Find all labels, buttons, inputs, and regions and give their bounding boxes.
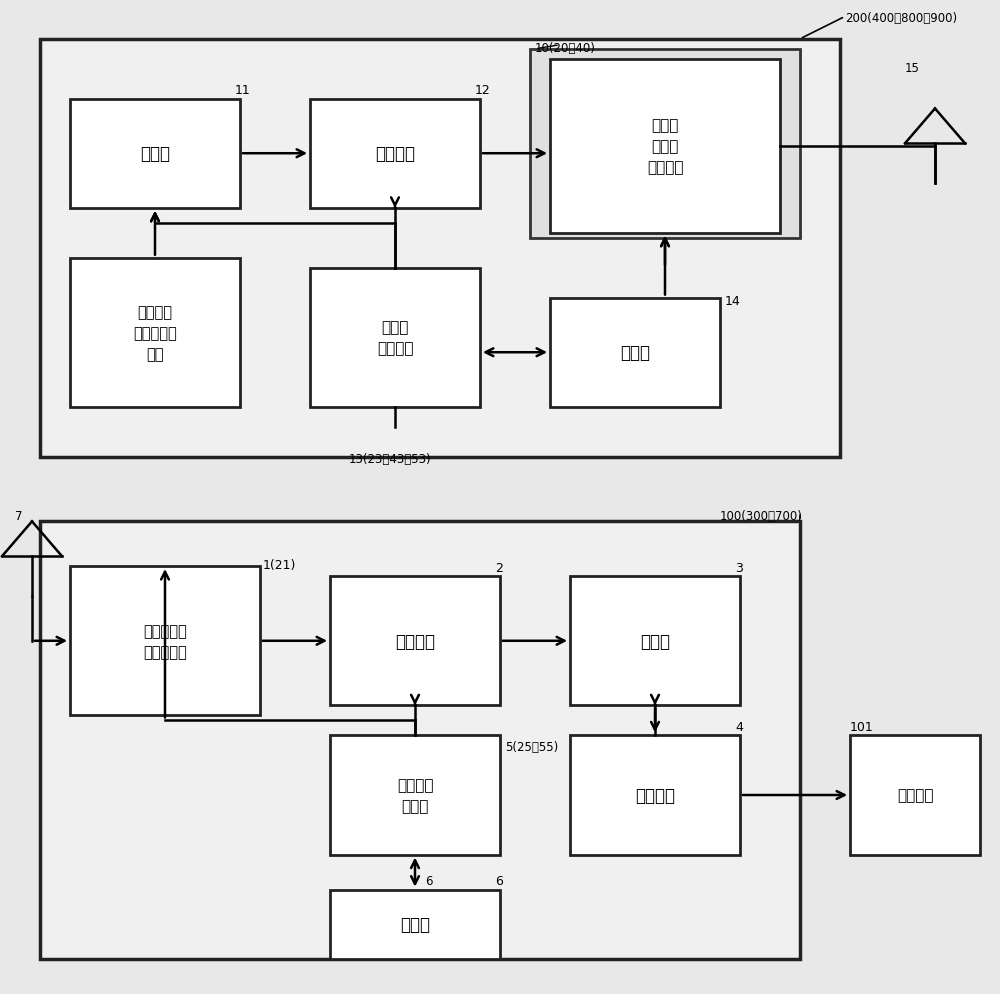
Bar [330, 577, 500, 706]
Text: 内容（视
频、音频）
数据: 内容（视 频、音频） 数据 [133, 304, 177, 362]
Text: 6: 6 [425, 874, 433, 887]
Text: 14: 14 [725, 295, 741, 308]
Text: 6: 6 [495, 874, 503, 887]
Text: 存储器: 存储器 [620, 344, 650, 362]
Text: 接收器側
控制器: 接收器側 控制器 [397, 777, 433, 813]
Bar [70, 567, 260, 716]
Text: 调制电路: 调制电路 [375, 145, 415, 163]
Text: 解调电路: 解调电路 [395, 632, 435, 650]
Bar [530, 50, 800, 239]
Bar [550, 298, 720, 408]
Text: 7: 7 [15, 509, 22, 523]
Text: 100(300、700): 100(300、700) [720, 509, 803, 523]
Bar [70, 258, 240, 408]
Text: 12: 12 [475, 83, 491, 97]
Text: 15: 15 [905, 62, 920, 76]
Bar [570, 577, 740, 706]
Text: 101: 101 [850, 720, 874, 734]
Text: 存储器: 存储器 [400, 915, 430, 933]
Bar [40, 40, 840, 457]
Text: 2: 2 [495, 561, 503, 575]
Bar [310, 268, 480, 408]
Text: 13(23、43、53): 13(23、43、53) [349, 452, 431, 465]
Bar [70, 99, 240, 209]
Text: 发射器
側控制器: 发射器 側控制器 [377, 320, 413, 356]
Bar [550, 60, 780, 234]
Bar [40, 522, 800, 959]
Text: 3: 3 [735, 561, 743, 575]
Bar [570, 736, 740, 855]
Bar [330, 890, 500, 959]
Text: 1(21): 1(21) [263, 559, 296, 572]
Text: 5(25、55): 5(25、55) [505, 741, 558, 753]
Bar [310, 99, 480, 209]
Text: 11: 11 [235, 83, 251, 97]
Text: 编码器: 编码器 [140, 145, 170, 163]
Text: 4: 4 [735, 720, 743, 734]
Text: 输出接口: 输出接口 [635, 786, 675, 804]
Text: 显示组件: 显示组件 [897, 787, 933, 803]
Text: 200(400、800、900): 200(400、800、900) [845, 13, 957, 26]
Text: 接收器側无
线通信组件: 接收器側无 线通信组件 [143, 623, 187, 659]
Bar [330, 736, 500, 855]
Text: 发射器
側无线
通信组件: 发射器 側无线 通信组件 [647, 118, 683, 175]
Bar [850, 736, 980, 855]
Text: 10(20、40): 10(20、40) [535, 43, 596, 56]
Text: 解码器: 解码器 [640, 632, 670, 650]
